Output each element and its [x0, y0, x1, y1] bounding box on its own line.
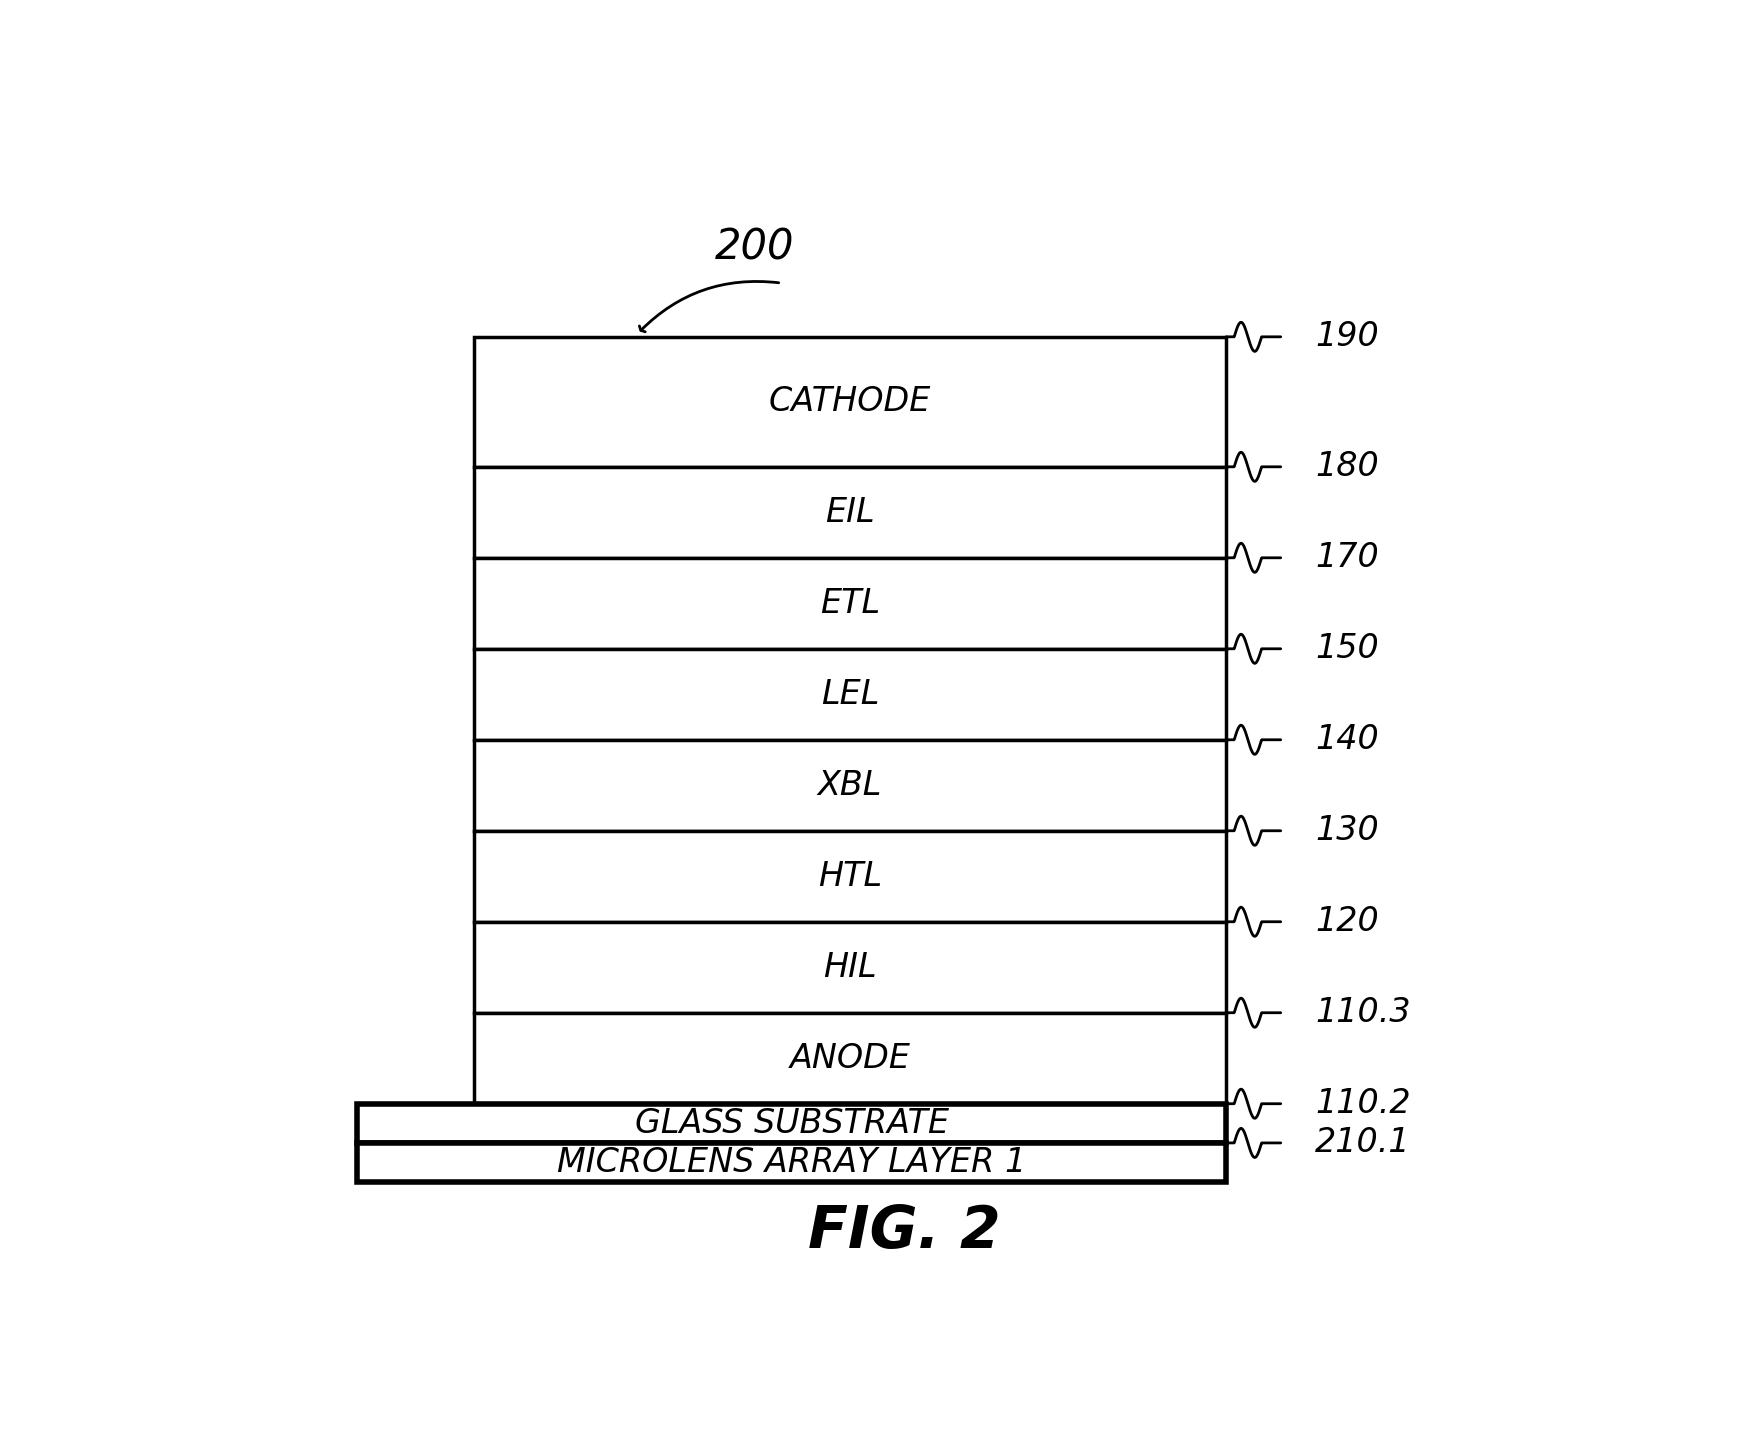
- Text: FIG. 2: FIG. 2: [808, 1204, 1000, 1261]
- Text: GLASS SUBSTRATE: GLASS SUBSTRATE: [635, 1106, 949, 1140]
- Bar: [473, 648, 1226, 740]
- Text: HIL: HIL: [822, 951, 877, 984]
- Text: 180: 180: [1314, 451, 1378, 483]
- Bar: [356, 1143, 1226, 1182]
- Bar: [473, 558, 1226, 648]
- Text: CATHODE: CATHODE: [769, 385, 930, 419]
- Bar: [473, 1013, 1226, 1104]
- Bar: [473, 467, 1226, 558]
- Text: ANODE: ANODE: [789, 1041, 910, 1075]
- Text: HTL: HTL: [817, 859, 882, 893]
- Text: 130: 130: [1314, 814, 1378, 848]
- Bar: [473, 337, 1226, 467]
- Text: MICROLENS ARRAY LAYER 1: MICROLENS ARRAY LAYER 1: [557, 1146, 1025, 1179]
- Text: 110.2: 110.2: [1314, 1088, 1409, 1120]
- Bar: [356, 1104, 1226, 1143]
- Text: LEL: LEL: [820, 678, 878, 711]
- Bar: [473, 740, 1226, 830]
- Text: 210.1: 210.1: [1314, 1127, 1409, 1159]
- Text: EIL: EIL: [824, 496, 875, 529]
- Text: 200: 200: [714, 227, 794, 268]
- Text: 120: 120: [1314, 906, 1378, 938]
- Text: 110.3: 110.3: [1314, 996, 1409, 1029]
- Text: 170: 170: [1314, 541, 1378, 574]
- Bar: [473, 830, 1226, 922]
- Text: XBL: XBL: [817, 769, 882, 801]
- Bar: [473, 922, 1226, 1013]
- Text: ETL: ETL: [818, 587, 880, 619]
- Text: 190: 190: [1314, 320, 1378, 353]
- Text: 150: 150: [1314, 632, 1378, 666]
- Text: 140: 140: [1314, 723, 1378, 756]
